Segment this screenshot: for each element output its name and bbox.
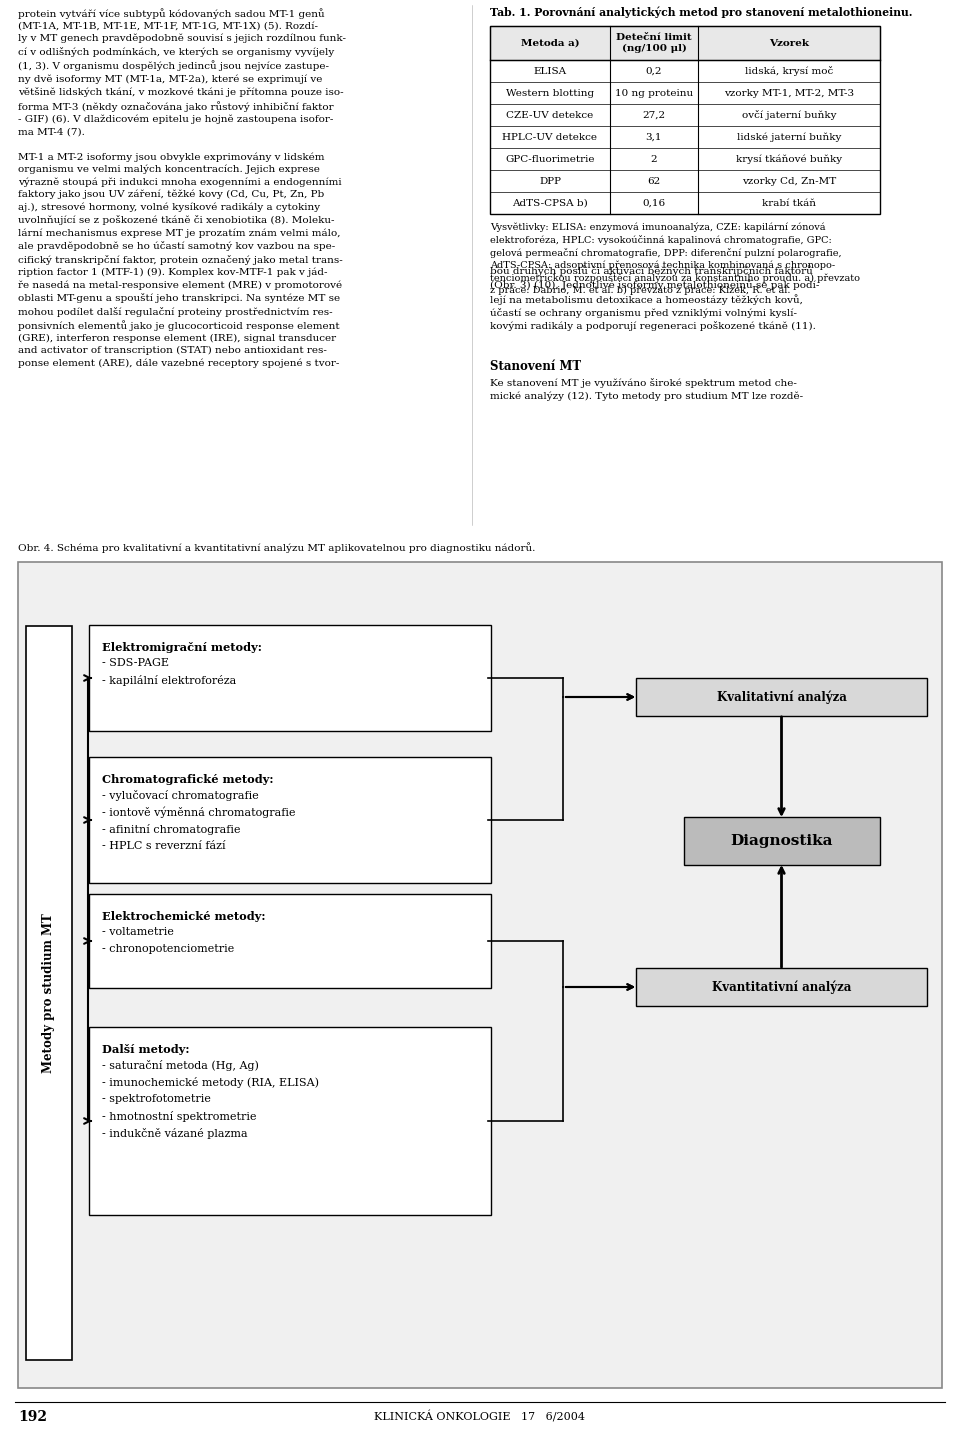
Text: HPLC-UV detekce: HPLC-UV detekce	[502, 133, 597, 142]
Text: Elektromigrační metody:: Elektromigrační metody:	[102, 643, 262, 653]
Text: krysí tkáňové buňky: krysí tkáňové buňky	[736, 155, 842, 163]
Text: Elektrochemické metody:: Elektrochemické metody:	[102, 911, 266, 923]
Text: Obr. 4. Schéma pro kvalitativní a kvantitativní analýzu MT aplikovatelnou pro di: Obr. 4. Schéma pro kvalitativní a kvanti…	[18, 542, 536, 553]
Text: Metoda a): Metoda a)	[520, 39, 579, 48]
Text: ELISA: ELISA	[534, 66, 566, 75]
Text: 2: 2	[651, 155, 658, 163]
Text: - afinitní chromatografie: - afinitní chromatografie	[102, 825, 241, 835]
Text: 0,2: 0,2	[646, 66, 662, 75]
Text: Stanovení MT: Stanovení MT	[490, 360, 581, 373]
FancyBboxPatch shape	[26, 627, 72, 1360]
Text: Diagnostika: Diagnostika	[731, 835, 832, 848]
Text: Ke stanovení MT je využíváno široké spektrum metod che-
mické analýzy (12). Tyto: Ke stanovení MT je využíváno široké spek…	[490, 378, 804, 400]
Text: GPC-fluorimetrie: GPC-fluorimetrie	[505, 155, 595, 163]
Text: lidské jaterní buňky: lidské jaterní buňky	[737, 133, 841, 142]
Text: vzorky Cd, Zn-MT: vzorky Cd, Zn-MT	[742, 176, 836, 185]
Text: 3,1: 3,1	[646, 133, 662, 142]
FancyBboxPatch shape	[89, 1027, 491, 1214]
Text: - hmotnostní spektrometrie: - hmotnostní spektrometrie	[102, 1110, 256, 1122]
Text: CZE-UV detekce: CZE-UV detekce	[506, 111, 593, 120]
Text: lidská, krysí moč: lidská, krysí moč	[745, 66, 833, 77]
Text: Chromatografické metody:: Chromatografické metody:	[102, 774, 274, 786]
Text: Další metody:: Další metody:	[102, 1044, 189, 1056]
FancyBboxPatch shape	[89, 757, 491, 882]
Text: - imunochemické metody (RIA, ELISA): - imunochemické metody (RIA, ELISA)	[102, 1077, 319, 1087]
Text: - iontově výměnná chromatografie: - iontově výměnná chromatografie	[102, 807, 296, 819]
Text: - kapilální elektroforéza: - kapilální elektroforéza	[102, 674, 236, 686]
Text: - saturační metoda (Hg, Ag): - saturační metoda (Hg, Ag)	[102, 1060, 259, 1071]
Text: Kvalitativní analýza: Kvalitativní analýza	[716, 690, 847, 703]
Text: - SDS-PAGE: - SDS-PAGE	[102, 658, 169, 669]
Text: protein vytváří více subtypů kódovaných sadou MT-1 genů
(MT-1A, MT-1B, MT-1E, MT: protein vytváří více subtypů kódovaných …	[18, 9, 346, 136]
Text: - HPLC s reverzní fází: - HPLC s reverzní fází	[102, 840, 226, 851]
Text: 192: 192	[18, 1409, 47, 1424]
Bar	[490, 26, 880, 61]
Text: krabí tkáň: krabí tkáň	[762, 198, 816, 208]
Text: Western blotting: Western blotting	[506, 88, 594, 98]
FancyBboxPatch shape	[89, 625, 491, 731]
FancyBboxPatch shape	[636, 967, 927, 1006]
Text: Tab. 1. Porovnání analytických metod pro stanovení metalothioneinu.: Tab. 1. Porovnání analytických metod pro…	[490, 6, 913, 17]
Text: 27,2: 27,2	[642, 111, 665, 120]
FancyBboxPatch shape	[89, 894, 491, 988]
Text: Vzorek: Vzorek	[769, 39, 809, 48]
Text: - spektrofotometrie: - spektrofotometrie	[102, 1095, 211, 1105]
Text: vzorky MT-1, MT-2, MT-3: vzorky MT-1, MT-2, MT-3	[724, 88, 854, 98]
Bar	[18, 562, 942, 1388]
Text: Vysvětlivky: ELISA: enzymová imunoanalýza, CZE: kapilární zónová
elektroforéza, : Vysvětlivky: ELISA: enzymová imunoanalýz…	[490, 222, 860, 295]
Text: MT-1 a MT-2 isoformy jsou obvykle exprimovány v lidském
organismu ve velmi malýc: MT-1 a MT-2 isoformy jsou obvykle exprim…	[18, 152, 343, 368]
Text: bou druhých poslů či aktivací běžných transkripčních faktorů
(Obr. 3) (10). Jedn: bou druhých poslů či aktivací běžných tr…	[490, 266, 820, 331]
Text: AdTS-CPSA b): AdTS-CPSA b)	[512, 198, 588, 208]
Text: - vylučovací chromatografie: - vylučovací chromatografie	[102, 790, 259, 801]
Text: KLINICKÁ ONKOLOGIE   17   6/2004: KLINICKÁ ONKOLOGIE 17 6/2004	[374, 1409, 586, 1422]
Bar	[490, 26, 880, 214]
Text: - voltametrie: - voltametrie	[102, 927, 174, 937]
Text: Deteční limit
(ng/100 μl): Deteční limit (ng/100 μl)	[616, 33, 692, 53]
FancyBboxPatch shape	[636, 679, 927, 716]
Text: 10 ng proteinu: 10 ng proteinu	[615, 88, 693, 98]
FancyBboxPatch shape	[684, 817, 879, 865]
Text: Kvantitativní analýza: Kvantitativní analýza	[711, 980, 852, 993]
Text: - chronopotenciometrie: - chronopotenciometrie	[102, 944, 234, 954]
Text: Metody pro studium MT: Metody pro studium MT	[42, 913, 56, 1073]
Text: 62: 62	[647, 176, 660, 185]
Text: ovčí jaterní buňky: ovčí jaterní buňky	[742, 110, 836, 120]
Text: - indukčně vázané plazma: - indukčně vázané plazma	[102, 1128, 248, 1139]
Text: 0,16: 0,16	[642, 198, 665, 208]
Text: DPP: DPP	[539, 176, 561, 185]
